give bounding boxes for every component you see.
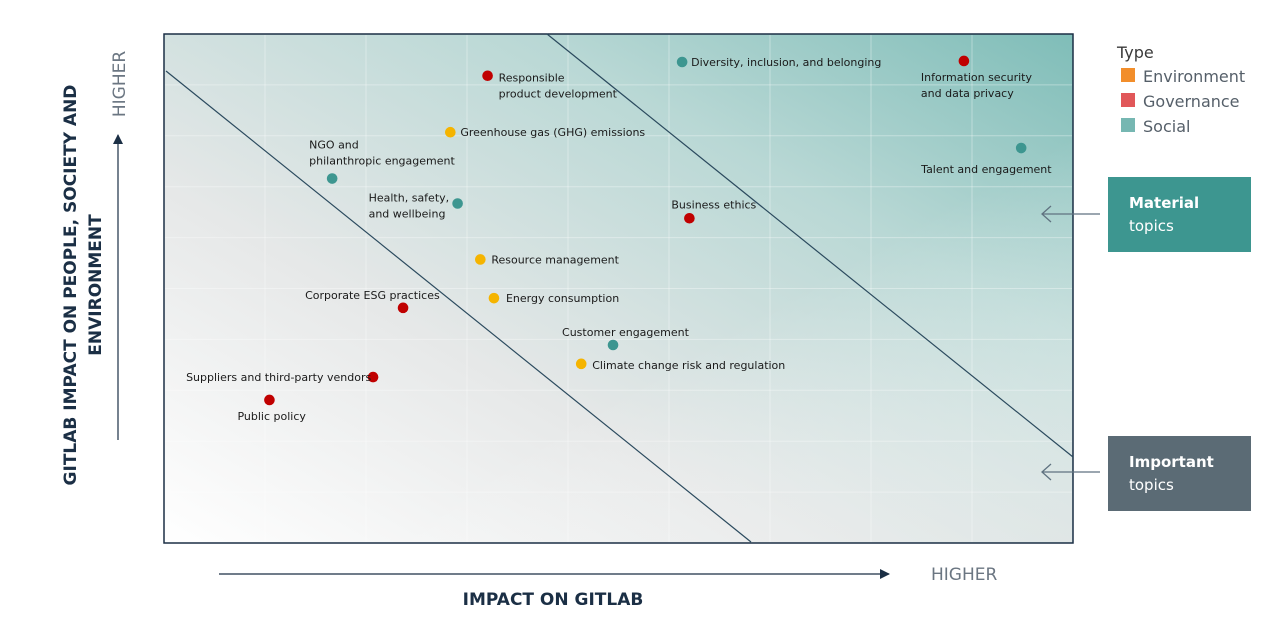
y-axis-title-line2: ENVIRONMENT <box>86 214 106 356</box>
data-point-governance <box>397 302 409 314</box>
legend-swatch-environment <box>1121 68 1135 82</box>
data-point-label: Health, safety, <box>369 191 450 204</box>
data-point-label: Talent and engagement <box>920 163 1052 176</box>
important-arrow <box>1041 463 1100 481</box>
data-point-label: and data privacy <box>921 87 1014 100</box>
data-point-label: and wellbeing <box>369 207 446 220</box>
legend-swatch-social <box>1121 118 1135 132</box>
material-box-subtitle: topics <box>1129 217 1174 235</box>
data-point-social <box>676 56 688 68</box>
data-point-label: Information security <box>921 71 1033 84</box>
data-point-label: Public policy <box>237 410 306 423</box>
data-point-governance <box>958 55 970 67</box>
material-topics-box: Material topics <box>1108 177 1251 252</box>
data-point-label: Suppliers and third-party vendors <box>186 371 371 384</box>
grid-lines <box>165 35 1072 542</box>
data-point-label: Responsible <box>499 72 565 85</box>
data-point-social <box>452 198 463 209</box>
data-point-label: Corporate ESG practices <box>305 289 440 302</box>
data-point-social <box>607 339 619 351</box>
material-arrow <box>1041 205 1100 223</box>
data-point-label: Energy consumption <box>506 292 619 305</box>
plot-area-fade <box>165 35 1072 542</box>
data-point-label: philanthropic engagement <box>309 155 455 168</box>
data-point-label: Climate change risk and regulation <box>592 359 785 372</box>
data-point-environment <box>575 358 587 370</box>
data-point-environment <box>475 254 486 265</box>
data-point-governance <box>684 212 695 224</box>
important-box-subtitle: topics <box>1129 476 1174 494</box>
y-axis-title-line1: GITLAB IMPACT ON PEOPLE, SOCIETY AND <box>61 85 81 486</box>
data-point-label: product development <box>499 88 618 101</box>
x-axis-title: IMPACT ON GITLAB <box>463 590 644 610</box>
data-point-environment <box>445 126 456 138</box>
legend-label-social: Social <box>1143 117 1190 136</box>
data-points: Greenhouse gas (GHG) emissions Resource m… <box>186 55 1052 423</box>
data-point-label: Greenhouse gas (GHG) emissions <box>460 126 645 139</box>
data-point-governance <box>482 70 493 82</box>
data-point-social <box>326 173 338 184</box>
legend-label-governance: Governance <box>1143 92 1240 111</box>
material-threshold-line <box>546 33 1074 458</box>
important-threshold-line <box>165 70 752 543</box>
data-point-governance <box>367 371 379 383</box>
material-box-title: Material <box>1129 194 1200 212</box>
y-axis-higher: HIGHER <box>110 51 130 117</box>
legend-label-environment: Environment <box>1143 67 1245 86</box>
legend-swatch-governance <box>1121 93 1135 107</box>
data-point-governance <box>264 394 275 406</box>
data-point-label: NGO and <box>309 139 359 152</box>
important-topics-box: Important topics <box>1108 436 1251 511</box>
legend: Type Environment Governance Social <box>1116 43 1245 136</box>
data-point-label: Resource management <box>491 253 619 266</box>
data-point-social <box>1015 142 1027 154</box>
data-point-label: Business ethics <box>671 198 756 211</box>
important-box-title: Important <box>1129 453 1214 471</box>
x-axis-higher: HIGHER <box>931 565 997 585</box>
data-point-label: Customer engagement <box>562 326 690 339</box>
data-point-label: Diversity, inclusion, and belonging <box>691 56 881 69</box>
data-point-environment <box>488 292 500 304</box>
legend-title: Type <box>1116 43 1154 62</box>
